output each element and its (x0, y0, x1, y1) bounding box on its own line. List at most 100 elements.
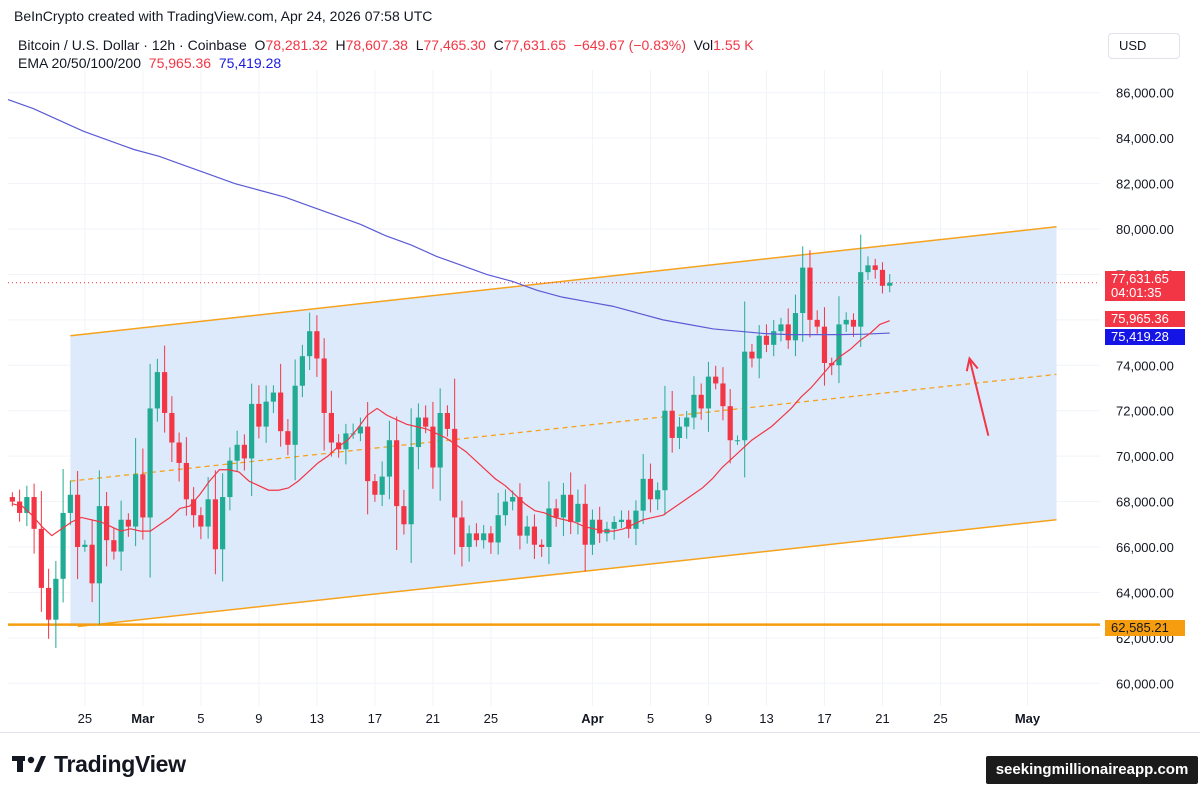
symbol-title[interactable]: Bitcoin / U.S. Dollar · 12h · Coinbase (18, 37, 247, 53)
candle (459, 500, 465, 567)
candle (705, 361, 712, 432)
candle (698, 383, 704, 420)
candle (183, 437, 189, 516)
candle (256, 385, 262, 439)
candle (82, 539, 88, 552)
candle (31, 483, 37, 554)
candle (394, 416, 400, 551)
candle (720, 367, 726, 421)
candle (850, 313, 857, 337)
candle (401, 489, 407, 535)
candle (713, 365, 719, 390)
candle (314, 315, 320, 377)
y-tick-label: 60,000.00 (1116, 676, 1174, 691)
candle (488, 526, 494, 554)
candle (662, 385, 668, 516)
candle (531, 514, 538, 559)
arrow-shaft (968, 358, 990, 436)
channel-middle-line (70, 373, 1057, 482)
candle (241, 434, 247, 471)
change-value: −649.67 (−0.83%) (573, 37, 686, 53)
candle (430, 401, 436, 489)
candle (321, 338, 327, 451)
candle (415, 403, 422, 470)
candle (778, 317, 784, 342)
high-label: H (335, 37, 346, 53)
x-tick-label: 17 (368, 711, 382, 726)
candle (278, 363, 284, 447)
candle (147, 363, 153, 578)
x-tick-label: 9 (705, 711, 712, 726)
candle (669, 390, 675, 453)
candle (647, 463, 654, 513)
chart-credit: BeInCrypto created with TradingView.com,… (14, 8, 433, 24)
y-tick-label: 86,000.00 (1116, 86, 1174, 101)
y-tick-label: 68,000.00 (1116, 495, 1174, 510)
x-tick-label: 9 (255, 711, 262, 726)
candle (879, 262, 886, 294)
y-axis[interactable]: 60,000.0062,000.0064,000.0066,000.0068,0… (1116, 86, 1174, 692)
candle (67, 480, 73, 526)
price-chart[interactable]: 60,000.0062,000.0064,000.0066,000.0068,0… (0, 0, 1200, 732)
candle (452, 378, 458, 555)
candle (169, 396, 175, 463)
candle (734, 435, 741, 446)
ema20-tag: 75,965.36 (1105, 311, 1185, 327)
low-label: L (415, 37, 424, 53)
candle (372, 474, 378, 502)
y-tick-label: 84,000.00 (1116, 131, 1174, 146)
candle (220, 473, 226, 582)
candle (379, 461, 385, 507)
candle (887, 274, 893, 293)
candle (133, 438, 139, 547)
candle (517, 483, 523, 550)
candle (749, 343, 755, 368)
watermark: seekingmillionaireapp.com (986, 756, 1198, 784)
x-tick-label: Apr (581, 711, 603, 726)
candle (589, 509, 596, 555)
candle (568, 472, 574, 535)
candle (357, 417, 363, 442)
candle (481, 525, 487, 549)
candle (524, 515, 530, 544)
x-tick-label: Mar (131, 711, 154, 726)
candle (140, 448, 146, 540)
candle (742, 301, 748, 478)
candle (539, 539, 545, 557)
candle (408, 408, 414, 563)
ema200-tag: 75,419.28 (1105, 329, 1185, 345)
x-axis[interactable]: 25 Mar 5 9 13 17 21 25 Apr 5 9 13 17 21 25 May (78, 711, 1041, 726)
ema200-legend-value: 75,419.28 (218, 55, 282, 71)
candle (473, 523, 480, 547)
candle (618, 510, 625, 528)
candle (872, 258, 878, 279)
y-tick-label: 80,000.00 (1116, 222, 1174, 237)
candle (96, 470, 102, 625)
ema20-legend-value: 75,965.36 (148, 55, 212, 71)
candle (437, 388, 443, 501)
candle (800, 246, 806, 342)
ema200-line (7, 98, 890, 336)
candle (865, 256, 871, 280)
candle (227, 447, 233, 511)
candle (792, 294, 799, 357)
close-value: 77,631.65 (503, 37, 567, 53)
tradingview-logo[interactable]: TradingView (12, 750, 186, 778)
ema-legend: EMA 20/50/100/200 75,965.36 75,419.28 (18, 55, 281, 71)
candle (836, 296, 842, 384)
countdown-value: 04:01:35 (1111, 285, 1162, 300)
candle (785, 308, 791, 349)
candle (756, 325, 762, 379)
support-tag: 62,585.21 (1105, 620, 1185, 636)
candle (263, 385, 269, 443)
x-tick-label: 17 (817, 711, 831, 726)
x-tick-label: 25 (484, 711, 498, 726)
candle (655, 482, 661, 511)
currency-button[interactable]: USD (1108, 33, 1180, 59)
x-tick-label: May (1015, 711, 1041, 726)
candle (154, 358, 160, 422)
symbol-legend: Bitcoin / U.S. Dollar · 12h · Coinbase O… (18, 37, 754, 53)
x-tick-label: 13 (759, 711, 773, 726)
candle (125, 513, 131, 537)
ema-label[interactable]: EMA 20/50/100/200 (18, 55, 141, 71)
